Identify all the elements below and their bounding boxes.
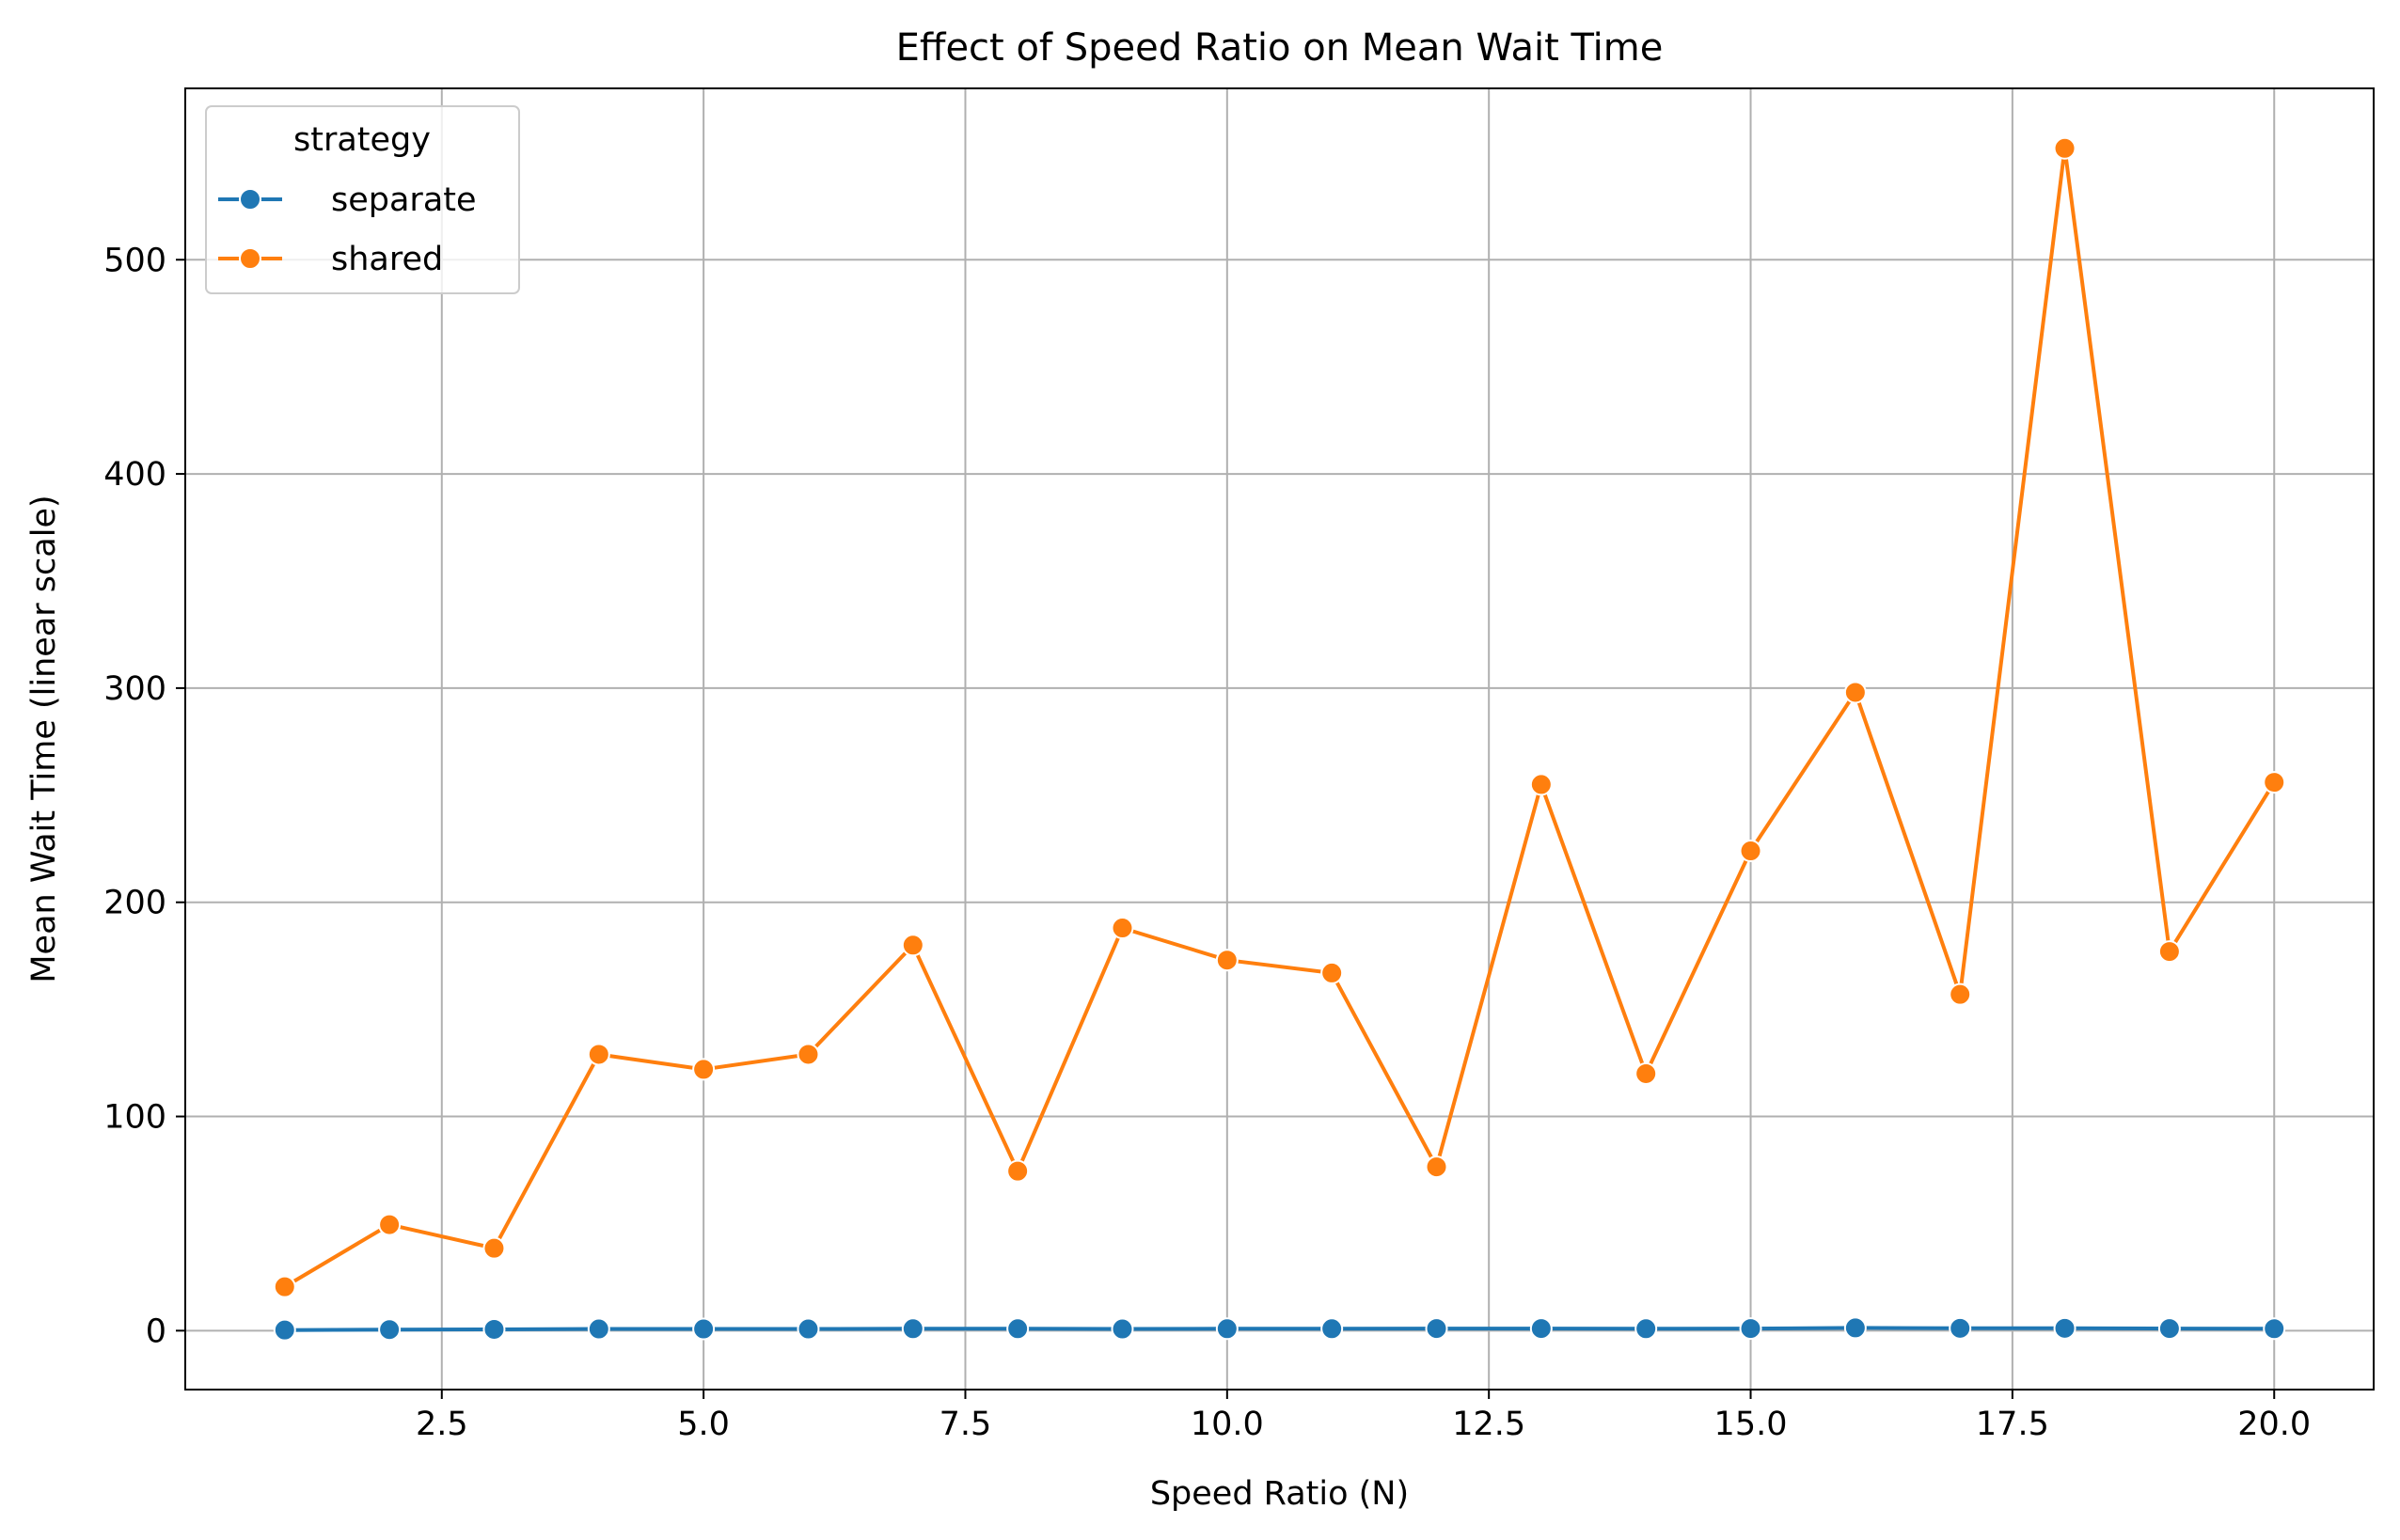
data-point-shared <box>1739 840 1762 863</box>
data-point-separate <box>1111 1317 1134 1341</box>
legend-marker-separate <box>239 188 261 211</box>
data-point-separate <box>1843 1316 1867 1340</box>
x-tick-label: 10.0 <box>1191 1406 1264 1443</box>
data-point-separate <box>378 1318 402 1342</box>
x-tick-label: 2.5 <box>416 1406 468 1443</box>
legend-entries: separate shared <box>218 181 477 278</box>
x-tick-label: 12.5 <box>1452 1406 1525 1443</box>
data-point-separate <box>587 1317 610 1341</box>
series-line-separate <box>284 1326 2275 1332</box>
x-axis-label: Speed Ratio (N) <box>1150 1475 1409 1513</box>
data-point-separate <box>1320 1317 1344 1341</box>
data-point-shared <box>1320 961 1344 984</box>
data-point-separate <box>797 1317 820 1341</box>
data-point-shared <box>1111 917 1134 940</box>
x-tick-label: 5.0 <box>677 1406 730 1443</box>
data-point-shared <box>2157 940 2181 964</box>
legend: strategy separate shared <box>205 105 520 294</box>
y-tick-label: 0 <box>146 1312 166 1350</box>
data-point-separate <box>1215 1317 1239 1341</box>
legend-box <box>205 105 520 294</box>
legend-title: strategy <box>293 121 431 159</box>
data-point-separate <box>1006 1317 1030 1341</box>
series-line-shared <box>283 146 2276 1289</box>
grid <box>185 88 2374 1390</box>
legend-marker-shared <box>239 247 261 270</box>
data-point-shared <box>482 1236 506 1260</box>
x-tick-label: 17.5 <box>1976 1406 2049 1443</box>
series-layer <box>273 136 2286 1342</box>
data-point-separate <box>1425 1317 1448 1341</box>
chart-title: Effect of Speed Ratio on Mean Wait Time <box>896 26 1664 70</box>
data-point-separate <box>1529 1317 1553 1341</box>
data-point-separate <box>2053 1316 2076 1340</box>
data-point-separate <box>1739 1317 1762 1341</box>
data-point-shared <box>1949 982 1972 1006</box>
data-point-shared <box>1425 1155 1448 1179</box>
y-tick-label: 400 <box>103 456 166 494</box>
axes-frame <box>184 87 2375 1391</box>
data-point-separate <box>2157 1317 2181 1341</box>
data-point-shared <box>2263 771 2286 794</box>
data-point-separate <box>901 1317 924 1341</box>
data-point-shared <box>1006 1159 1030 1183</box>
data-point-separate <box>482 1317 506 1341</box>
legend-label-shared: shared <box>331 241 443 278</box>
y-tick-label: 200 <box>103 885 166 922</box>
ticks: 2.5 5.0 7.5 10.0 12.5 15.0 17.5 20.0 0 100 200 300 4… <box>103 242 2311 1443</box>
data-point-separate <box>1634 1317 1658 1341</box>
data-point-shared <box>797 1043 820 1066</box>
y-tick-label: 100 <box>103 1099 166 1137</box>
data-point-shared <box>378 1213 402 1236</box>
data-point-shared <box>1215 949 1239 972</box>
data-point-shared <box>1634 1061 1658 1085</box>
data-point-separate <box>1949 1316 1972 1340</box>
x-tick-label: 15.0 <box>1714 1406 1788 1443</box>
series-separate <box>273 1316 2286 1342</box>
x-tick-label: 7.5 <box>939 1406 992 1443</box>
data-point-shared <box>1843 681 1867 704</box>
data-point-separate <box>2263 1317 2286 1341</box>
plot-area <box>185 88 2374 1390</box>
y-tick-label: 300 <box>103 670 166 708</box>
data-point-separate <box>273 1318 296 1342</box>
data-point-separate <box>692 1317 716 1341</box>
x-tick-label: 20.0 <box>2237 1406 2311 1443</box>
data-point-shared <box>1529 773 1553 796</box>
y-axis-label: Mean Wait Time (linear scale) <box>25 495 63 982</box>
data-point-shared <box>692 1058 716 1081</box>
data-point-shared <box>901 934 924 957</box>
series-shared <box>273 136 2286 1298</box>
data-point-shared <box>273 1275 296 1298</box>
y-tick-label: 500 <box>103 242 166 279</box>
legend-label-separate: separate <box>331 181 477 219</box>
data-point-shared <box>2053 136 2076 160</box>
data-point-shared <box>587 1043 610 1066</box>
